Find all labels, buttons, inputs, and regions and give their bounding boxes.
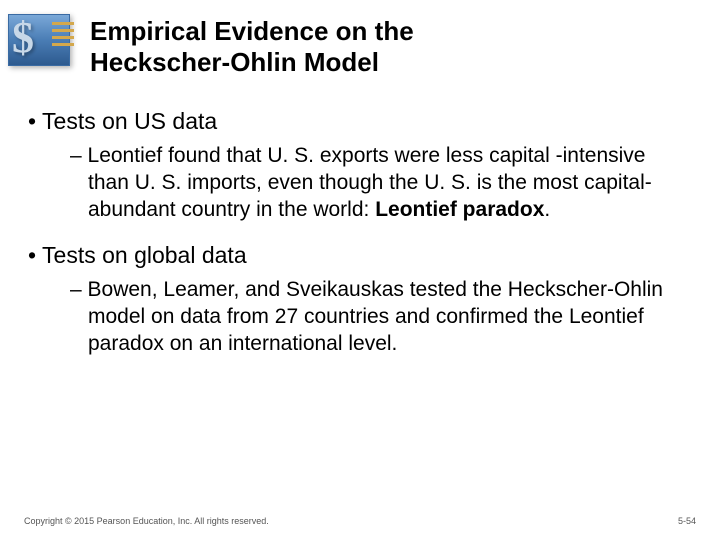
copyright-text: Copyright © 2015 Pearson Education, Inc.… <box>24 516 269 526</box>
page-number: 5-54 <box>678 516 696 526</box>
title-line-2: Heckscher-Ohlin Model <box>90 47 379 77</box>
logo-icon: $ <box>8 14 80 70</box>
title-line-1: Empirical Evidence on the <box>90 16 414 46</box>
bullet-main-1: Tests on US data <box>28 106 696 137</box>
bullet-sub-1-bold: Leontief paradox <box>375 198 544 221</box>
slide-footer: Copyright © 2015 Pearson Education, Inc.… <box>24 516 696 526</box>
slide-title: Empirical Evidence on the Heckscher-Ohli… <box>90 16 414 78</box>
slide-content: Tests on US data Leontief found that U. … <box>0 78 720 357</box>
bullet-sub-2: Bowen, Leamer, and Sveikauskas tested th… <box>70 277 696 358</box>
bullet-sub-1-pre: Leontief found that U. S. exports were l… <box>88 144 652 221</box>
bullet-sub-1-post: . <box>544 198 550 221</box>
slide-header: $ Empirical Evidence on the Heckscher-Oh… <box>0 0 720 78</box>
bullet-sub-1: Leontief found that U. S. exports were l… <box>70 143 696 224</box>
bullet-main-2: Tests on global data <box>28 240 696 271</box>
